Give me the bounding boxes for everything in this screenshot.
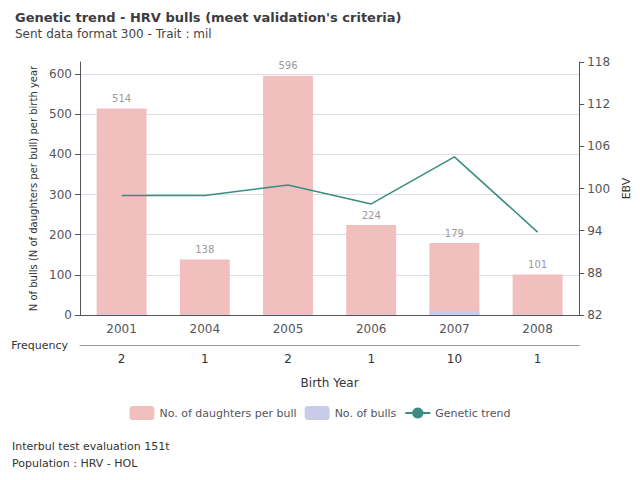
svg-text:2008: 2008 — [522, 322, 553, 336]
svg-text:Population : HRV - HOL: Population : HRV - HOL — [12, 457, 138, 470]
svg-text:2: 2 — [118, 352, 126, 366]
svg-text:2006: 2006 — [356, 322, 387, 336]
svg-text:EBV: EBV — [620, 177, 633, 199]
svg-text:200: 200 — [49, 228, 72, 242]
svg-text:596: 596 — [278, 60, 297, 71]
svg-text:N of bulls (N of daughters per: N of bulls (N of daughters per bull) per… — [28, 65, 39, 311]
svg-text:1: 1 — [367, 352, 375, 366]
svg-text:179: 179 — [445, 228, 464, 239]
svg-text:Genetic trend - HRV bulls (mee: Genetic trend - HRV bulls (meet validati… — [15, 10, 402, 25]
svg-text:2: 2 — [284, 352, 292, 366]
svg-text:101: 101 — [528, 259, 547, 270]
svg-text:106: 106 — [587, 139, 610, 153]
svg-text:112: 112 — [587, 97, 610, 111]
svg-text:Genetic trend: Genetic trend — [435, 407, 510, 420]
svg-text:1: 1 — [534, 352, 542, 366]
svg-text:Interbul test evaluation 151t: Interbul test evaluation 151t — [12, 440, 170, 453]
svg-text:No. of daughters per bull: No. of daughters per bull — [159, 407, 296, 420]
svg-text:2005: 2005 — [273, 322, 304, 336]
svg-text:400: 400 — [49, 147, 72, 161]
svg-text:600: 600 — [49, 67, 72, 81]
svg-text:2007: 2007 — [439, 322, 470, 336]
svg-text:Birth Year: Birth Year — [301, 376, 359, 390]
svg-text:224: 224 — [362, 210, 381, 221]
svg-text:100: 100 — [49, 268, 72, 282]
svg-text:Frequency: Frequency — [11, 339, 68, 352]
svg-text:10: 10 — [447, 352, 462, 366]
svg-text:514: 514 — [112, 93, 131, 104]
svg-text:300: 300 — [49, 188, 72, 202]
svg-text:118: 118 — [587, 55, 610, 69]
svg-text:No. of bulls: No. of bulls — [335, 407, 397, 420]
svg-text:2004: 2004 — [190, 322, 221, 336]
svg-text:138: 138 — [195, 244, 214, 255]
svg-text:82: 82 — [587, 308, 602, 322]
svg-text:94: 94 — [587, 224, 602, 238]
svg-text:500: 500 — [49, 107, 72, 121]
svg-text:Sent data format 300 - Trait :: Sent data format 300 - Trait : mil — [15, 27, 212, 41]
svg-text:100: 100 — [587, 182, 610, 196]
svg-text:1: 1 — [201, 352, 209, 366]
svg-text:2001: 2001 — [106, 322, 137, 336]
svg-text:88: 88 — [587, 266, 602, 280]
svg-text:0: 0 — [64, 308, 72, 322]
